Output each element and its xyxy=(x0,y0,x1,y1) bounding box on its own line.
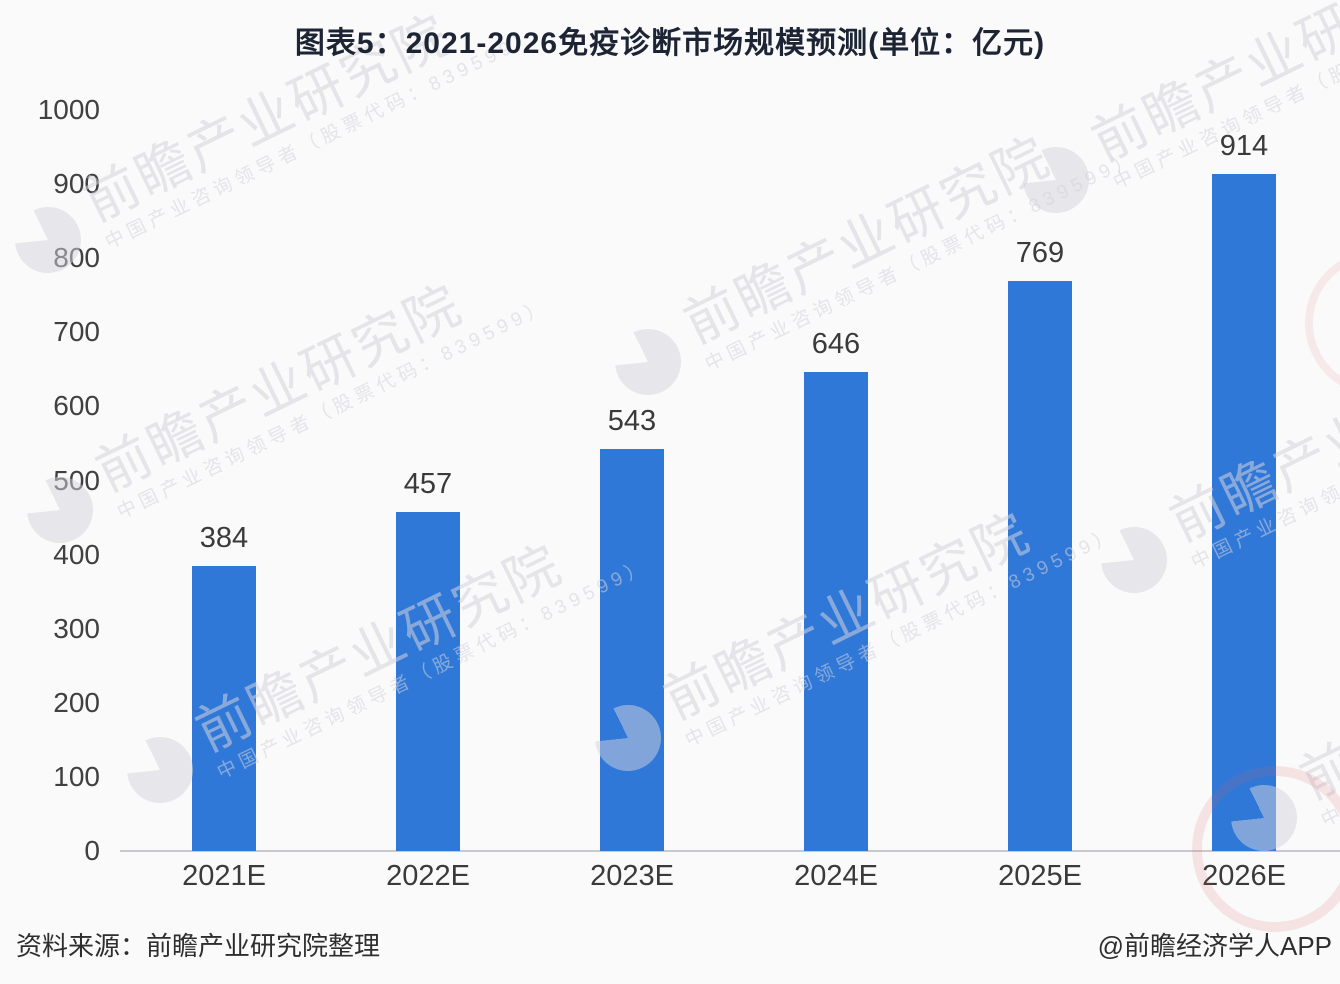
y-axis-tick-label: 300 xyxy=(53,612,100,644)
x-axis-line xyxy=(120,850,1340,852)
y-axis-tick-label: 400 xyxy=(53,538,100,570)
bar xyxy=(804,372,868,851)
y-axis-tick-label: 600 xyxy=(53,390,100,422)
credit-note: @前瞻经济学人APP xyxy=(1097,931,1332,961)
bar xyxy=(1008,281,1072,851)
y-axis-tick-label: 900 xyxy=(53,168,100,200)
bar-value-label: 769 xyxy=(1015,237,1065,270)
y-axis-tick-label: 0 xyxy=(84,835,100,866)
y-axis-tick-label: 700 xyxy=(53,316,100,348)
y-axis-tick-label: 500 xyxy=(53,464,100,496)
y-axis-tick-label: 800 xyxy=(53,242,100,274)
x-axis-label: 2025E xyxy=(998,860,1082,892)
bar xyxy=(600,448,664,851)
bar-value-label: 914 xyxy=(1219,129,1269,162)
bar-value-label: 543 xyxy=(607,404,657,437)
x-axis-label: 2023E xyxy=(590,860,674,892)
bar-value-label: 384 xyxy=(199,522,249,555)
bar-value-label: 646 xyxy=(811,328,861,361)
y-axis-tick-label: 1000 xyxy=(37,94,100,125)
bar xyxy=(192,566,256,851)
bar xyxy=(1212,173,1276,851)
source-note: 资料来源：前瞻产业研究院整理 xyxy=(16,931,381,961)
bar xyxy=(396,512,460,851)
x-axis-label: 2022E xyxy=(386,860,470,892)
chart-footer: 资料来源：前瞻产业研究院整理 @前瞻经济学人APP xyxy=(0,926,1340,966)
bar-value-label: 457 xyxy=(403,468,453,501)
x-axis-label: 2024E xyxy=(794,860,878,892)
x-axis-label: 2021E xyxy=(182,860,266,892)
y-axis-tick-label: 100 xyxy=(53,760,100,792)
chart-title: 图表5：2021-2026免疫诊断市场规模预测(单位：亿元) xyxy=(294,27,1046,60)
y-axis-tick-label: 200 xyxy=(53,686,100,718)
x-axis-label: 2026E xyxy=(1202,860,1286,892)
